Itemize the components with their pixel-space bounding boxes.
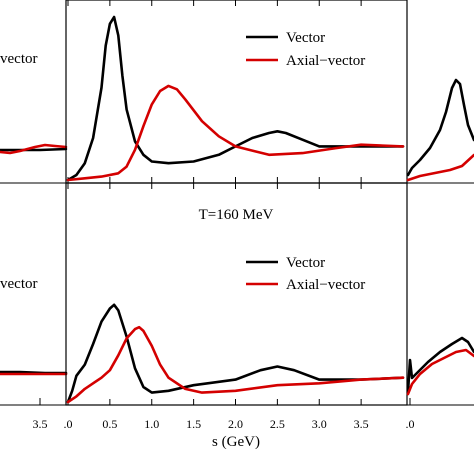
top-left-tick-label: 3.5 [33,417,48,431]
x-tick-label: .0 [64,417,73,431]
vector-series-line [66,303,405,404]
x-tick-label: 2.5 [270,417,285,431]
bottom-left-legend-fragment: vector [0,276,37,292]
legend-bottom: Vector Axial−vector [246,255,365,293]
legend-bottom-vector-label: Vector [286,255,325,271]
panel-bottom-title: T=160 MeV [199,207,274,223]
vector-series-line [66,15,405,182]
panel-bottom-right-fragment: .0 [406,336,474,431]
axial-vector-series-line [66,325,405,404]
panel-top-left-fragment: vector [0,51,68,184]
bottom-right-tick-label: .0 [406,417,415,431]
axial-vector-series-line [66,84,405,182]
panel-top-right-fragment [406,78,474,184]
panel-top-middle-ticks [67,0,362,183]
legend-top-axial-label: Axial−vector [286,53,365,69]
bottom-right-axial-curve-fragment [406,348,474,396]
legend-bottom-axial-label: Axial−vector [286,277,365,293]
top-left-vector-curve-fragment [0,147,68,152]
top-right-axial-curve-fragment [406,153,474,182]
x-tick-label: 3.0 [312,417,327,431]
top-left-legend-fragment: vector [0,51,37,67]
x-tick-label: 1.0 [144,417,159,431]
x-tick-label: 0.5 [102,417,117,431]
x-tick-label: 2.0 [228,417,243,431]
panel-top-middle: Vector Axial−vector [65,0,408,184]
legend-top: Vector Axial−vector [246,30,365,69]
top-right-vector-curve-fragment [406,78,474,177]
panel-bottom-middle-series [66,303,405,404]
x-tick-label: 1.5 [186,417,201,431]
panel-bottom-middle-frame [65,182,408,406]
top-left-axial-curve-fragment [0,143,68,155]
panel-bottom-middle-ticks: .0 0.5 1.0 1.5 2.0 2.5 3.0 3.5 [64,183,369,431]
panel-bottom-middle: .0 0.5 1.0 1.5 2.0 2.5 3.0 3.5 T=160 MeV Vector… [64,182,408,450]
bottom-right-vector-curve-fragment [406,336,474,394]
x-tick-label: 3.5 [354,417,369,431]
panel-top-middle-series [66,15,405,182]
legend-top-vector-label: Vector [286,30,325,46]
panel-bottom-left-fragment: 3.5 vector [0,276,68,431]
x-axis-label: s (GeV) [212,434,260,450]
